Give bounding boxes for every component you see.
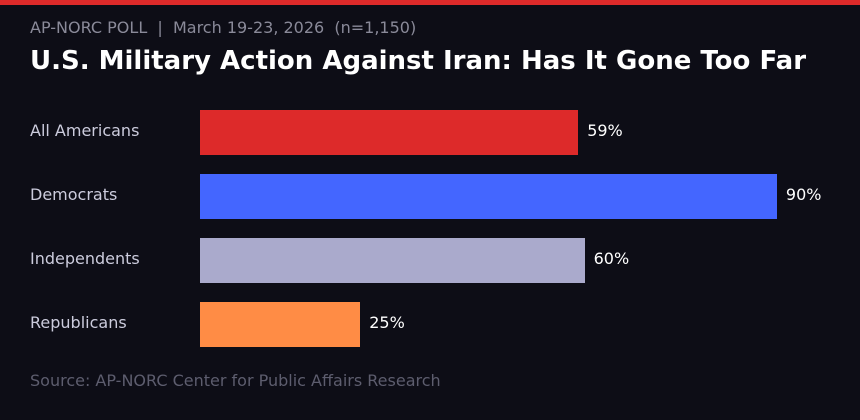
bar <box>200 174 777 219</box>
category-label: Democrats <box>30 185 118 204</box>
bar <box>200 302 361 347</box>
category-label: Republicans <box>30 313 127 332</box>
bar <box>200 110 579 155</box>
category-label: Independents <box>30 249 140 268</box>
data-label: 90% <box>785 185 822 204</box>
bar <box>200 238 585 283</box>
source-note: Source: AP-NORC Center for Public Affair… <box>30 371 441 390</box>
poll-subtitle: AP-NORC POLL | March 19-23, 2026 (n=1,15… <box>30 18 417 37</box>
data-label: 25% <box>369 313 405 332</box>
chart-title: U.S. Military Action Against Iran: Has I… <box>30 46 807 76</box>
data-label: 59% <box>587 121 623 140</box>
category-label: All Americans <box>30 121 140 140</box>
accent-bar <box>0 0 860 5</box>
data-label: 60% <box>593 249 630 268</box>
